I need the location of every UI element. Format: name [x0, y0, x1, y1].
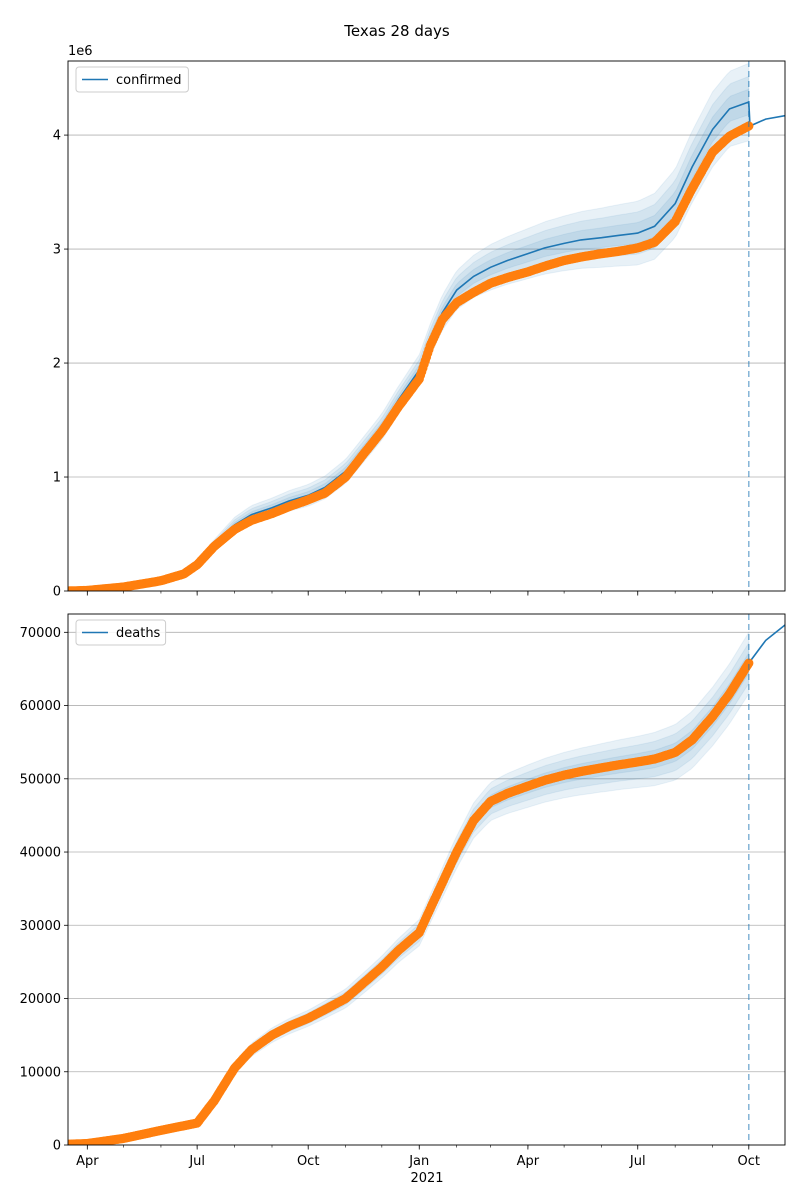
uncertainty-band — [68, 651, 750, 1145]
x-tick-label: Jul — [629, 1154, 646, 1169]
uncertainty-band — [68, 62, 750, 591]
y-tick-label: 0 — [53, 1139, 61, 1154]
deaths-panel: 0 10000 20000 30000 40000 50000 60000 70000 Apr J… — [20, 613, 786, 1169]
y-tick-label: 0 — [53, 585, 61, 600]
uncertainty-band — [68, 641, 750, 1145]
y-tick-label: 2 — [53, 357, 61, 372]
x-tick-label: Jul — [188, 1154, 205, 1169]
figure-title: Texas 28 days — [343, 22, 450, 40]
confirmed-panel: 0 1 2 3 4 1e6 confirmed — [53, 44, 786, 600]
legend-box — [75, 619, 167, 646]
uncertainty-band — [68, 75, 750, 591]
plot-area — [68, 62, 785, 591]
model-line — [68, 624, 785, 1145]
x-tick-label: Apr — [76, 1154, 99, 1169]
axes-frame — [67, 613, 786, 1146]
legend-label: confirmed — [116, 73, 182, 88]
legend-box — [75, 66, 189, 93]
y-tick-label: 50000 — [20, 772, 61, 787]
x-tick-label: Oct — [297, 1154, 319, 1169]
y-tick-label: 20000 — [20, 992, 61, 1007]
uncertainty-band — [68, 88, 750, 591]
observed-point — [744, 658, 754, 668]
x-tick-label: Oct — [738, 1154, 760, 1169]
y-tick-label: 3 — [53, 243, 61, 258]
legend: confirmed — [75, 66, 189, 93]
legend: deaths — [75, 619, 167, 646]
y-offset-label: 1e6 — [68, 44, 93, 59]
y-tick-label: 4 — [53, 129, 61, 144]
y-tick-label: 40000 — [20, 846, 61, 861]
y-tick-label: 10000 — [20, 1065, 61, 1080]
y-tick-label: 30000 — [20, 919, 61, 934]
x-tick-label: Jan — [408, 1154, 429, 1169]
x-tick-label: Apr — [517, 1154, 540, 1169]
x-year-label: 2021 — [410, 1171, 443, 1186]
legend-label: deaths — [116, 626, 161, 641]
y-tick-label: 1 — [53, 471, 61, 486]
axes-frame — [67, 60, 786, 592]
y-tick-label: 70000 — [20, 626, 61, 641]
y-tick-label: 60000 — [20, 699, 61, 714]
plot-area — [68, 624, 785, 1145]
uncertainty-band — [68, 630, 750, 1145]
